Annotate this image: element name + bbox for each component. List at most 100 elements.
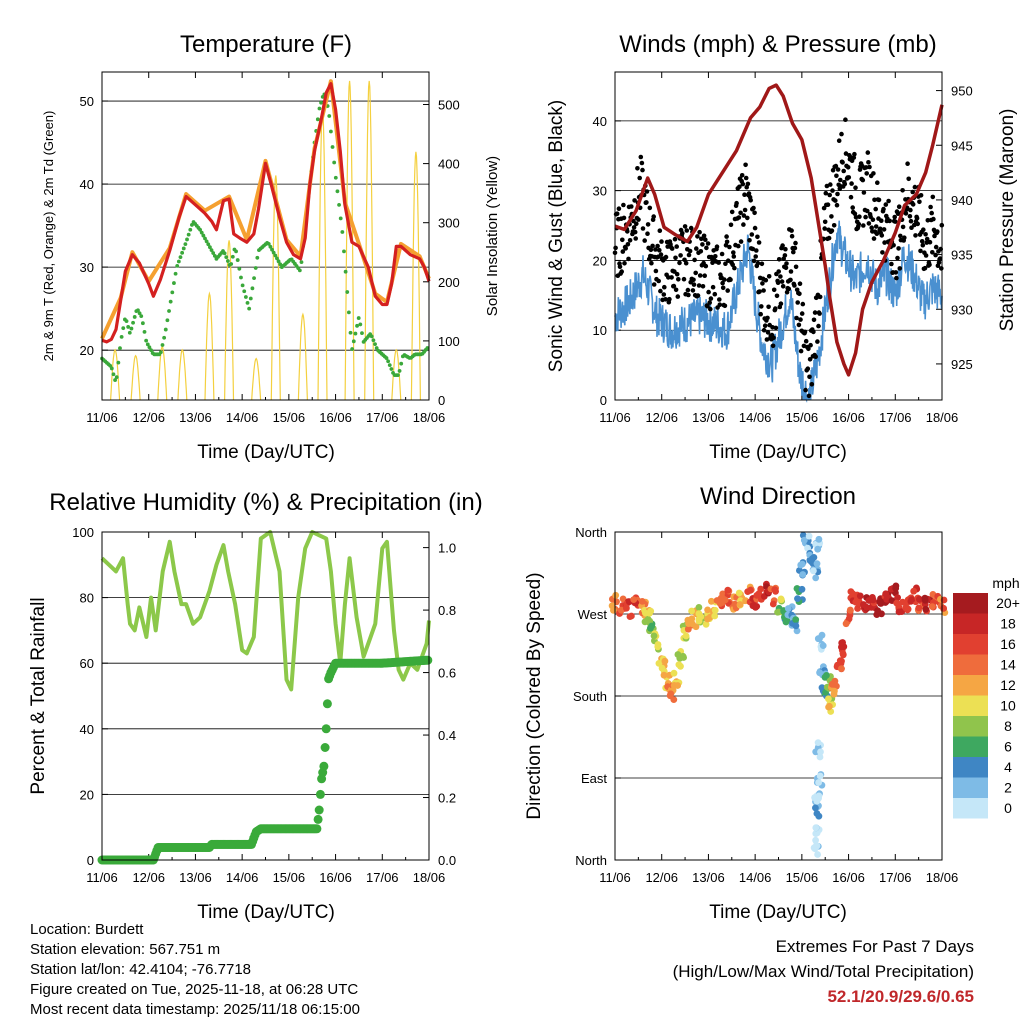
gust-point: [671, 283, 677, 289]
wind-direction-point: [674, 651, 682, 658]
gust-point: [727, 244, 732, 250]
dewpoint-point: [234, 249, 238, 254]
wind-direction-point: [812, 804, 819, 812]
gust-point: [816, 323, 821, 329]
gust-point: [747, 238, 752, 243]
dewpoint-point: [278, 262, 283, 267]
dewpoint-point: [168, 299, 173, 304]
colorbar-label: 4: [1004, 759, 1012, 775]
dewpoint-point: [240, 283, 245, 288]
wind-direction-point: [805, 532, 813, 540]
temperature-title: Temperature (F): [180, 31, 352, 58]
y2-tick-label: 400: [438, 157, 460, 172]
humidity-plot-area: 0 20 40 60 80 100 0.0 0.2 0.4 0.6 0.8 1.0 11/06 12/06…: [72, 525, 456, 885]
dewpoint-point: [127, 330, 132, 335]
solar-insolation-spike: [270, 175, 281, 401]
gust-point: [708, 296, 714, 301]
x-tick-label: 16/06: [832, 870, 865, 885]
gust-point: [673, 255, 678, 261]
gust-point: [695, 234, 700, 239]
gust-point: [712, 291, 718, 297]
colorbar-swatch: [953, 654, 988, 675]
wind-direction-point: [902, 604, 910, 612]
dewpoint-point: [170, 290, 175, 295]
gust-point: [889, 261, 894, 267]
gust-point: [720, 285, 726, 291]
gust-point: [779, 279, 785, 284]
gust-point: [649, 260, 654, 266]
gust-point: [850, 205, 855, 210]
gust-point: [836, 138, 842, 143]
gust-point: [647, 205, 653, 211]
gust-point: [682, 224, 688, 229]
y2-tick-label: 930: [951, 302, 973, 317]
wind-direction-point: [655, 660, 663, 667]
x-tick-label: 11/06: [86, 870, 118, 885]
wind-direction-point: [757, 585, 765, 593]
dewpoint-point: [203, 236, 207, 241]
wind-direction-point: [838, 643, 845, 651]
colorbar-swatch: [953, 695, 988, 716]
dewpoint-point: [338, 216, 343, 221]
gust-point: [866, 160, 871, 165]
wind-direction-point: [940, 604, 947, 612]
solar-insolation-spike: [297, 312, 308, 401]
direction-ylabel-left: Direction (Colored By Speed): [524, 572, 545, 819]
x-tick-label: 17/06: [366, 870, 399, 885]
humidity-xlabel: Time (Day/UTC): [197, 902, 335, 923]
wind-direction-point: [692, 623, 700, 631]
gust-point: [698, 249, 704, 254]
gust-point: [786, 286, 792, 292]
gust-point: [933, 252, 938, 258]
gust-point: [937, 256, 943, 261]
gust-point: [821, 205, 827, 211]
gust-point: [657, 228, 663, 233]
gust-point: [873, 206, 878, 212]
y2-tick-label: 0: [438, 393, 445, 408]
gust-point: [791, 249, 796, 255]
gust-point: [867, 164, 872, 170]
gust-point: [692, 257, 697, 263]
temperature-frame: [101, 71, 430, 401]
dewpoint-point: [342, 249, 346, 254]
gust-point: [822, 219, 828, 225]
gust-point: [675, 294, 681, 299]
colorbar-swatch: [953, 593, 988, 614]
gust-point: [893, 270, 899, 275]
dewpoint-point: [163, 327, 168, 332]
dewpoint-point: [201, 233, 206, 238]
figure-created: Figure created on Tue, 2025-11-18, at 06…: [30, 981, 359, 998]
dewpoint-point: [129, 326, 134, 331]
gust-point: [834, 202, 840, 208]
wind-direction-point: [716, 600, 724, 607]
direction-title: Wind Direction: [700, 483, 856, 510]
wind-direction-point: [842, 620, 850, 628]
wind-direction-point: [894, 594, 901, 601]
wind-direction-point: [921, 594, 929, 602]
gust-point: [741, 213, 747, 218]
dewpoint-point: [275, 256, 279, 261]
gust-point: [783, 265, 789, 271]
gust-point: [784, 261, 789, 266]
gust-point: [800, 301, 806, 307]
wind-direction-point: [695, 604, 703, 611]
wind-direction-point: [769, 600, 777, 608]
gust-point: [822, 226, 827, 231]
gust-point: [749, 232, 755, 237]
x-tick-label: 18/06: [926, 410, 959, 425]
wind-direction-point: [675, 661, 683, 668]
gust-point: [788, 269, 794, 274]
gust-point: [765, 330, 771, 335]
gust-point: [659, 239, 664, 244]
wind-direction-point: [816, 772, 824, 780]
x-tick-label: 15/06: [786, 870, 819, 885]
gust-point: [710, 284, 716, 290]
wind-direction-point: [816, 635, 823, 642]
gust-point: [658, 252, 664, 257]
dewpoint-point: [137, 311, 142, 316]
gust-point: [812, 310, 818, 315]
gust-point: [680, 231, 685, 236]
dewpoint-point: [113, 378, 117, 382]
precipitation-point: [320, 743, 330, 752]
